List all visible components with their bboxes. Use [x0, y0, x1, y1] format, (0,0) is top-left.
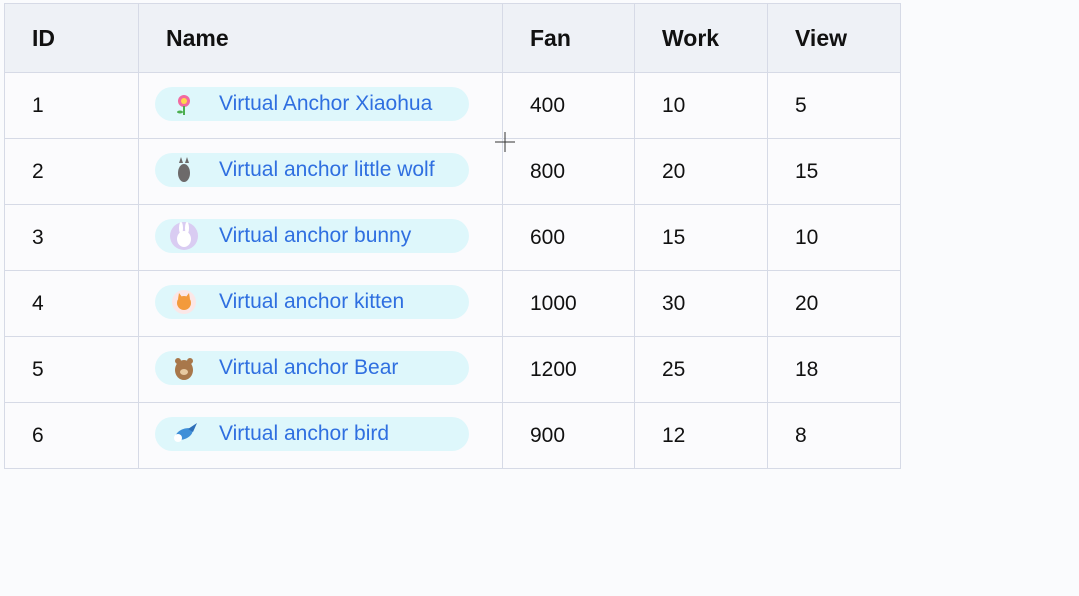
anchor-name[interactable]: Virtual Anchor Xiaohua [219, 91, 433, 115]
name-cell: Virtual anchor little wolf [138, 138, 503, 205]
anchor-link[interactable]: Virtual Anchor Xiaohua [155, 86, 469, 121]
table-body: 1 Virtual Anchor Xiaohua 400 10 5 2 Virtual an… [4, 72, 901, 469]
column-header: ID [4, 3, 139, 73]
cell: 800 [502, 138, 635, 205]
cell: 15 [634, 204, 768, 271]
anchor-name[interactable]: Virtual anchor little wolf [219, 157, 435, 181]
name-cell: Virtual anchor kitten [138, 270, 503, 337]
avatar [177, 94, 190, 115]
anchor-link[interactable]: Virtual anchor little wolf [155, 152, 469, 187]
anchor-link[interactable]: Virtual anchor kitten [155, 284, 469, 319]
cell: 2 [4, 138, 139, 205]
anchor-link[interactable]: Virtual anchor Bear [155, 350, 469, 385]
name-cell: Virtual anchor bunny [138, 204, 503, 271]
header-row: ID Name Fan Work View [4, 3, 901, 73]
anchor-link[interactable]: Virtual anchor bird [155, 416, 469, 451]
anchor-link[interactable]: Virtual anchor bunny [155, 218, 469, 253]
avatar [175, 357, 193, 380]
cell: 1 [4, 72, 139, 139]
table-row: 2 Virtual anchor little wolf 800 20 15 [4, 138, 901, 205]
cell: 400 [502, 72, 635, 139]
table-row: 1 Virtual Anchor Xiaohua 400 10 5 [4, 72, 901, 139]
cell: 12 [634, 402, 768, 469]
table-row: 3 Virtual anchor bunny 600 15 10 [4, 204, 901, 271]
cell: 1200 [502, 336, 635, 403]
cell: 18 [767, 336, 901, 403]
column-header: View [767, 3, 901, 73]
table-row: 6 Virtual anchor bird 900 12 8 [4, 402, 901, 469]
column-header: Fan [502, 3, 635, 73]
cell: 10 [634, 72, 768, 139]
cell: 20 [634, 138, 768, 205]
avatar [170, 221, 198, 250]
avatar [174, 422, 197, 442]
column-header: Work [634, 3, 768, 73]
cell: 10 [767, 204, 901, 271]
cell: 30 [634, 270, 768, 337]
cell: 6 [4, 402, 139, 469]
cell: 20 [767, 270, 901, 337]
avatar [172, 289, 196, 314]
cell: 3 [4, 204, 139, 271]
name-cell: Virtual anchor Bear [138, 336, 503, 403]
anchor-name[interactable]: Virtual anchor bird [219, 421, 390, 445]
column-header: Name [138, 3, 503, 73]
cell: 25 [634, 336, 768, 403]
anchor-name[interactable]: Virtual anchor Bear [219, 355, 399, 379]
table-row: 5 Virtual anchor Bear 1200 25 18 [4, 336, 901, 403]
avatar [178, 156, 190, 182]
cell: 4 [4, 270, 139, 337]
table-row: 4 Virtual anchor kitten 1000 30 20 [4, 270, 901, 337]
anchor-name[interactable]: Virtual anchor kitten [219, 289, 405, 313]
name-cell: Virtual Anchor Xiaohua [138, 72, 503, 139]
cell: 600 [502, 204, 635, 271]
cursor [495, 132, 515, 152]
anchor-name[interactable]: Virtual anchor bunny [219, 223, 412, 247]
cell: 15 [767, 138, 901, 205]
cell: 5 [4, 336, 139, 403]
anchor-table: ID Name Fan Work View 1 Virtual Anchor Xiaohu… [4, 3, 901, 469]
cell: 900 [502, 402, 635, 469]
cell: 1000 [502, 270, 635, 337]
name-cell: Virtual anchor bird [138, 402, 503, 469]
cell: 5 [767, 72, 901, 139]
cell: 8 [767, 402, 901, 469]
